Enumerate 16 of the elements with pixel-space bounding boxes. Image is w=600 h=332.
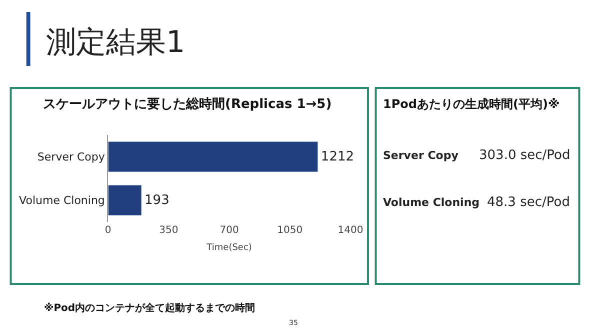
text: ※Pod内のコンテナが全て起動するまでの時間: [44, 302, 256, 314]
x-axis-title: Time(Sec): [206, 242, 252, 253]
x-tick-label: 700: [220, 225, 239, 236]
x-tick-label: 350: [159, 225, 178, 236]
x-tick-label: 1400: [338, 225, 364, 236]
x-tick-label: 1050: [277, 225, 303, 236]
x-tick-label: 0: [104, 225, 112, 236]
chart-title: スケールアウトに要した総時間(Replicas 1→5): [43, 97, 332, 112]
data-label: 193: [144, 192, 170, 208]
text: 測定結果1: [46, 25, 186, 60]
category-label: Server Copy: [383, 149, 458, 162]
text: 1Podあたりの生成時間(平均)※: [383, 97, 560, 111]
category-label: Volume Cloning: [383, 196, 480, 209]
data-label: 1212: [320, 149, 354, 164]
text: 48.3 sec/Pod: [487, 195, 570, 210]
text: 303.0 sec/Pod: [479, 148, 570, 163]
